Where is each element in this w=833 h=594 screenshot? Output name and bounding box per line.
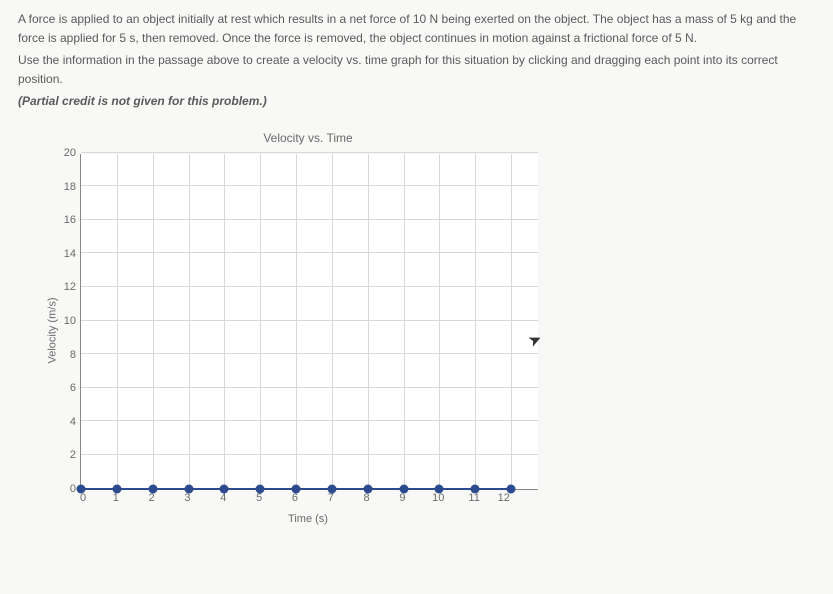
gridline-v: [439, 154, 440, 489]
chart-point[interactable]: [363, 484, 372, 493]
y-axis-label-wrap: Velocity (m/s): [38, 154, 56, 490]
gridline-v: [189, 154, 190, 489]
gridline-h: [81, 420, 538, 421]
gridline-v: [404, 154, 405, 489]
chart-point[interactable]: [256, 484, 265, 493]
gridline-h: [81, 353, 538, 354]
chart-plot-area[interactable]: ➤: [80, 154, 538, 490]
gridline-h: [81, 185, 538, 186]
chart-point[interactable]: [220, 484, 229, 493]
chart-point[interactable]: [435, 484, 444, 493]
gridline-h: [81, 454, 538, 455]
gridline-v: [332, 154, 333, 489]
gridline-v: [296, 154, 297, 489]
gridline-v: [260, 154, 261, 489]
question-para-2: Use the information in the passage above…: [18, 51, 815, 88]
question-credit-note: (Partial credit is not given for this pr…: [18, 92, 815, 111]
gridline-v: [511, 154, 512, 489]
chart-point[interactable]: [507, 484, 516, 493]
gridline-h: [81, 387, 538, 388]
gridline-v: [475, 154, 476, 489]
chart-point[interactable]: [77, 484, 86, 493]
chart-point[interactable]: [148, 484, 157, 493]
chart-point[interactable]: [112, 484, 121, 493]
gridline-h: [81, 286, 538, 287]
x-axis-label: Time (s): [78, 511, 538, 528]
chart-point[interactable]: [327, 484, 336, 493]
gridline-h: [81, 219, 538, 220]
y-axis-label: Velocity (m/s): [44, 297, 61, 363]
gridline-h: [81, 320, 538, 321]
chart-point[interactable]: [292, 484, 301, 493]
gridline-h: [81, 252, 538, 253]
question-block: A force is applied to an object initiall…: [18, 10, 815, 111]
chart-title: Velocity vs. Time: [78, 129, 538, 148]
gridline-v: [368, 154, 369, 489]
question-para-1: A force is applied to an object initiall…: [18, 10, 815, 47]
chart-point[interactable]: [399, 484, 408, 493]
gridline-h: [81, 152, 538, 153]
gridline-v: [117, 154, 118, 489]
chart-point[interactable]: [184, 484, 193, 493]
velocity-chart: Velocity vs. Time Velocity (m/s) 2018161…: [38, 129, 538, 528]
cursor-icon: ➤: [524, 327, 547, 355]
chart-point[interactable]: [471, 484, 480, 493]
gridline-v: [224, 154, 225, 489]
gridline-v: [153, 154, 154, 489]
